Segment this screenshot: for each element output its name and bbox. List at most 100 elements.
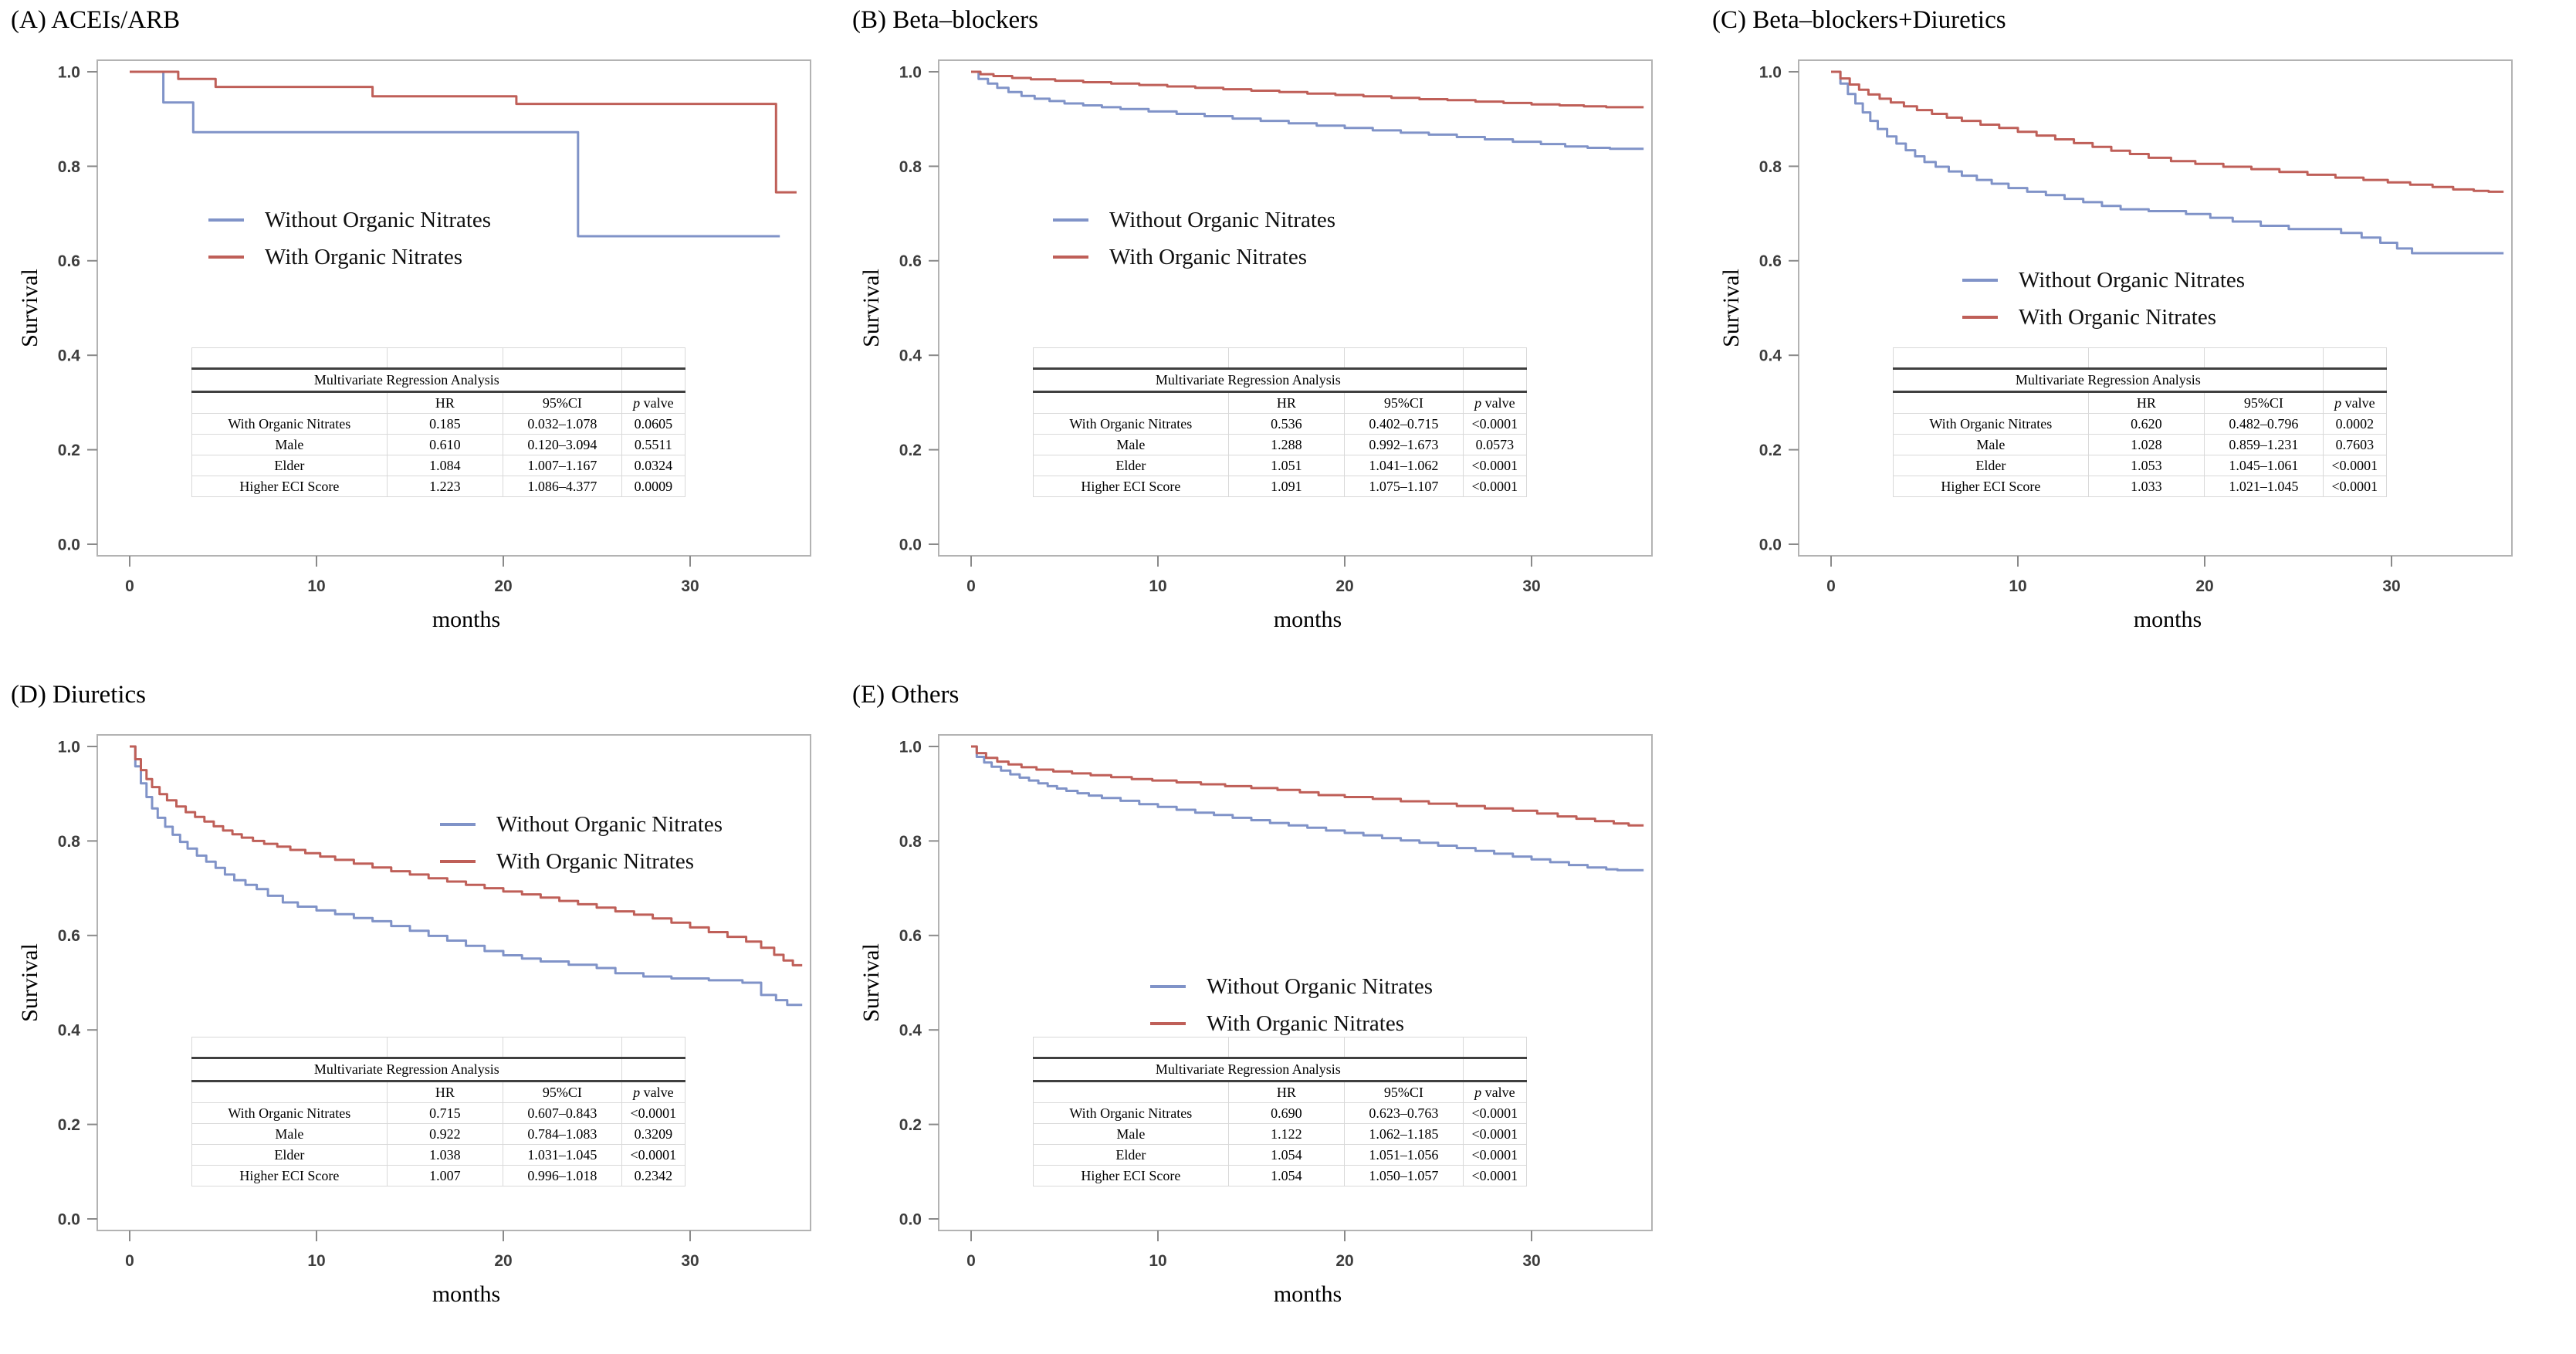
hr-value: 1.051 — [1227, 455, 1346, 476]
table-row: Multivariate Regression Analysis — [191, 367, 686, 393]
hr-value: 0.185 — [386, 413, 504, 435]
ci-value: 0.032–1.078 — [503, 413, 622, 435]
ci-value: 1.086–4.377 — [503, 476, 622, 497]
row-label: Higher ECI Score — [191, 476, 388, 497]
row-label: Higher ECI Score — [1033, 1165, 1229, 1186]
legend-item-without: Without Organic Nitrates — [1053, 201, 1335, 239]
table-row — [191, 347, 686, 369]
table-cell — [621, 347, 686, 369]
table-cell — [1893, 347, 2089, 369]
table-row: With Organic Nitrates 0.715 0.607–0.843 <0.… — [191, 1102, 686, 1124]
row-label: Elder — [1033, 455, 1229, 476]
y-tick-label: 1.0 — [58, 63, 80, 81]
column-header-pvalue: p valve — [2322, 391, 2388, 414]
x-axis-label: months — [432, 607, 500, 632]
column-header — [1033, 391, 1229, 414]
legend-item-without: Without Organic Nitrates — [1150, 968, 1433, 1005]
row-label: Elder — [1033, 1144, 1229, 1166]
table-row: Elder 1.051 1.041–1.062 <0.0001 — [1033, 455, 1528, 476]
table-row: Male 1.288 0.992–1.673 0.0573 — [1033, 434, 1528, 455]
table-row — [1033, 347, 1528, 369]
p-value: 0.0573 — [1462, 434, 1528, 455]
km-plot-b: 1.0 0.8 0.6 0.4 0.2 0.0 0 10 20 30 Survival months — [858, 59, 1653, 632]
table-row: Higher ECI Score 1.007 0.996–1.018 0.2342 — [191, 1165, 686, 1186]
x-tick-label: 30 — [681, 1252, 699, 1270]
column-header-pvalue: p valve — [621, 391, 686, 414]
hr-value: 1.028 — [2087, 434, 2205, 455]
row-label: Male — [1033, 434, 1229, 455]
y-tick-label: 0.4 — [58, 1022, 81, 1040]
legend-item-with: With Organic Nitrates — [1962, 299, 2245, 336]
km-plot-a: 1.0 0.8 0.6 0.4 0.2 0.0 0 10 20 30 Survival months — [17, 59, 811, 632]
column-header-pvalue: p valve — [1462, 1081, 1528, 1103]
y-tick-label: 0.6 — [58, 927, 80, 945]
regression-table: Multivariate Regression Analysis HR 95%CI p… — [191, 347, 686, 497]
table-row: Multivariate Regression Analysis — [1033, 367, 1528, 393]
table-cell — [1227, 1037, 1346, 1058]
row-label: Higher ECI Score — [1033, 476, 1229, 497]
table-row: Elder 1.038 1.031–1.045 <0.0001 — [191, 1144, 686, 1166]
hr-value: 1.091 — [1227, 476, 1346, 497]
y-tick-label: 0.4 — [899, 347, 922, 365]
table-row: HR 95%CI p valve — [1893, 391, 2388, 414]
table-row — [191, 1037, 686, 1058]
x-tick-label: 20 — [494, 577, 512, 595]
p-value: <0.0001 — [621, 1144, 686, 1166]
legend-line-without-icon — [440, 823, 476, 826]
column-header-ci: 95%CI — [1344, 1081, 1464, 1103]
table-row: Male 1.028 0.859–1.231 0.7603 — [1893, 434, 2388, 455]
column-header — [191, 391, 388, 414]
table-cell — [1227, 347, 1346, 369]
regression-table: Multivariate Regression Analysis HR 95%CI p… — [191, 1037, 686, 1186]
plot-area: 1.0 0.8 0.6 0.4 0.2 0.0 0 10 20 30 Survival months … — [6, 37, 840, 655]
y-tick-label: 0.0 — [58, 1210, 80, 1228]
multivariate-regression-table: Multivariate Regression Analysis HR 95%CI p… — [1893, 347, 2388, 497]
x-tick-label: 30 — [2382, 577, 2400, 595]
row-label: With Organic Nitrates — [191, 413, 388, 435]
p-value: <0.0001 — [1462, 1165, 1528, 1186]
table-title-cell: Multivariate Regression Analysis — [1033, 367, 1464, 393]
table-cell — [1344, 347, 1464, 369]
hr-value: 0.620 — [2087, 413, 2205, 435]
column-header-ci: 95%CI — [2204, 391, 2324, 414]
y-tick-label: 0.0 — [899, 536, 922, 553]
hr-value: 1.084 — [386, 455, 504, 476]
x-axis-label: months — [1274, 1281, 1342, 1307]
y-tick-label: 0.8 — [58, 158, 81, 176]
x-tick-label: 0 — [966, 1252, 976, 1270]
ci-value: 1.021–1.045 — [2204, 476, 2324, 497]
plot-area: 1.0 0.8 0.6 0.4 0.2 0.0 0 10 20 30 Survival months … — [848, 37, 1681, 655]
table-row: Higher ECI Score 1.033 1.021–1.045 <0.0001 — [1893, 476, 2388, 497]
legend-line-with-icon — [1150, 1022, 1186, 1025]
hr-value: 1.053 — [2087, 455, 2205, 476]
p-value: 0.5511 — [621, 434, 686, 455]
y-tick-label: 0.6 — [899, 927, 922, 945]
table-cell — [1033, 347, 1229, 369]
panel-title: (B) Beta–blockers — [852, 6, 1039, 34]
legend-label-with: With Organic Nitrates — [1109, 244, 1308, 269]
ci-value: 0.623–0.763 — [1344, 1102, 1464, 1124]
ci-value: 1.041–1.062 — [1344, 455, 1464, 476]
hr-value: 1.288 — [1227, 434, 1346, 455]
y-axis-label: Survival — [17, 943, 42, 1022]
hr-value: 0.715 — [386, 1102, 504, 1124]
ci-value: 0.482–0.796 — [2204, 413, 2324, 435]
row-label: Male — [191, 1123, 388, 1145]
table-row: With Organic Nitrates 0.185 0.032–1.078 0.0… — [191, 413, 686, 435]
plot-area: 1.0 0.8 0.6 0.4 0.2 0.0 0 10 20 30 Survival months … — [1708, 37, 2541, 655]
p-value: 0.0605 — [621, 413, 686, 435]
ci-value: 0.607–0.843 — [503, 1102, 622, 1124]
y-tick-label: 1.0 — [58, 738, 80, 756]
curve-with-nitrates — [971, 745, 1644, 827]
ci-value: 1.075–1.107 — [1344, 476, 1464, 497]
legend: Without Organic Nitrates With Organic Ni… — [440, 806, 723, 880]
table-title-cell: Multivariate Regression Analysis — [1893, 367, 2324, 393]
x-tick-label: 20 — [1335, 1252, 1353, 1270]
curve-without-nitrates — [1831, 70, 2504, 255]
legend-item-with: With Organic Nitrates — [1053, 239, 1335, 276]
table-row: Male 0.610 0.120–3.094 0.5511 — [191, 434, 686, 455]
hr-value: 1.054 — [1227, 1144, 1346, 1166]
y-tick-label: 0.8 — [899, 833, 922, 851]
table-row: HR 95%CI p valve — [1033, 391, 1528, 414]
y-tick-label: 0.4 — [58, 347, 81, 365]
